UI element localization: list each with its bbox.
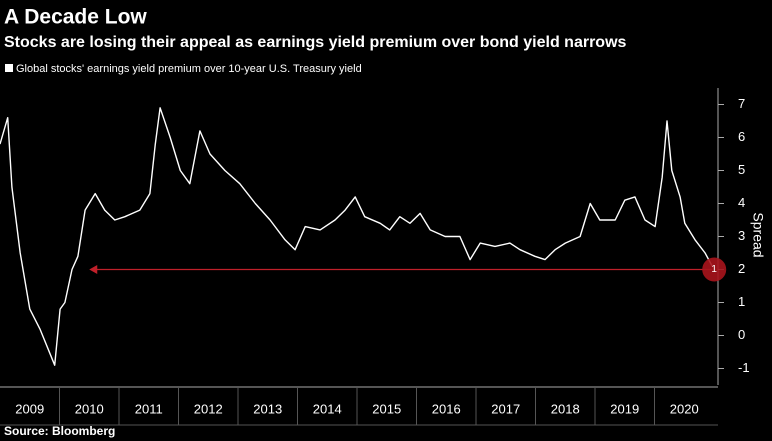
y-tick-label: -1	[738, 360, 750, 375]
y-tick-label: 2	[738, 261, 745, 276]
x-tick-label: 2013	[253, 401, 282, 416]
data-line	[0, 107, 713, 366]
annotation-label: 1	[711, 264, 717, 275]
x-tick-label: 2011	[135, 401, 163, 416]
x-tick-label: 2015	[372, 401, 401, 416]
x-tick-label: 2016	[432, 401, 461, 416]
arrow-head	[89, 265, 98, 274]
chart-subtitle: Stocks are losing their appeal as earnin…	[4, 34, 627, 51]
legend-swatch	[5, 64, 13, 72]
y-axis-title: Spread	[750, 212, 766, 257]
y-tick-label: 7	[738, 96, 745, 111]
legend-label: Global stocks' earnings yield premium ov…	[16, 63, 362, 75]
y-tick-label: 3	[738, 228, 745, 243]
x-tick-label: 2009	[15, 401, 44, 416]
x-tick-label: 2018	[551, 401, 580, 416]
y-tick-label: 5	[738, 162, 745, 177]
chart-title: A Decade Low	[4, 6, 147, 29]
y-tick-label: 1	[738, 294, 745, 309]
y-tick-label: 0	[738, 327, 745, 342]
annotation-circle	[702, 257, 727, 282]
y-tick-label: 6	[738, 129, 745, 144]
y-tick-label: 4	[738, 195, 745, 210]
x-tick-label: 2010	[75, 401, 104, 416]
x-tick-label: 2020	[670, 401, 699, 416]
x-tick-label: 2014	[313, 401, 342, 416]
x-tick-label: 2019	[610, 401, 639, 416]
x-tick-label: 2017	[491, 401, 520, 416]
source: Source: Bloomberg	[4, 424, 115, 438]
x-tick-label: 2012	[194, 401, 223, 416]
